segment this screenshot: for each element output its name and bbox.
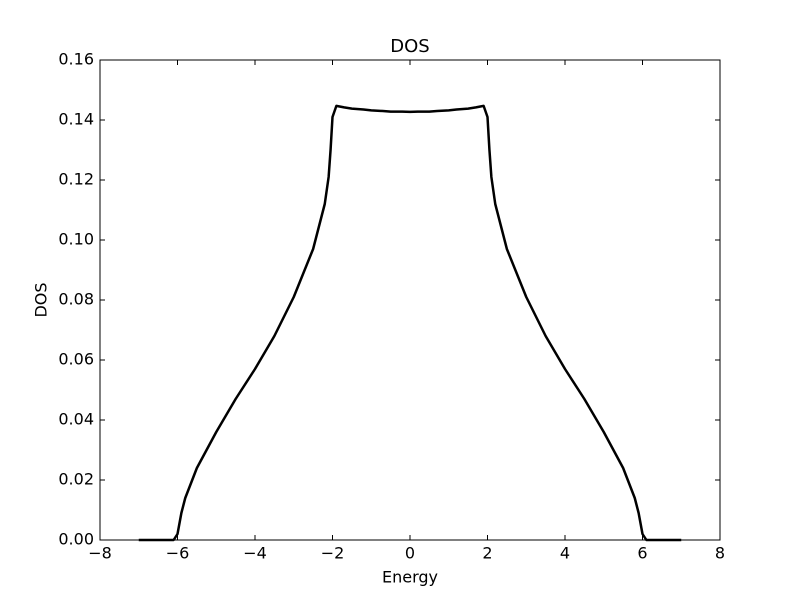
y-tick-label: 0.06	[58, 350, 94, 369]
x-tick-label: −2	[321, 544, 345, 563]
x-axis-label: Energy	[382, 568, 438, 587]
y-tick-label: 0.12	[58, 170, 94, 189]
x-tick-label: 6	[637, 544, 647, 563]
plot-frame	[99, 59, 721, 541]
y-tick-label: 0.08	[58, 290, 94, 309]
y-tick-label: 0.16	[58, 50, 94, 69]
y-tick-label: 0.10	[58, 230, 94, 249]
x-tick-label: 0	[405, 544, 415, 563]
data-line	[138, 104, 682, 542]
x-tick-label: 2	[482, 544, 492, 563]
chart-title: DOS	[390, 36, 429, 57]
y-tick-label: 0.02	[58, 470, 94, 489]
x-tick-label: −4	[243, 544, 267, 563]
y-tick-label: 0.14	[58, 110, 94, 129]
x-tick-label: 8	[715, 544, 725, 563]
y-axis-label: DOS	[32, 282, 51, 317]
y-tick-label: 0.04	[58, 410, 94, 429]
x-tick-label: −6	[166, 544, 190, 563]
y-tick-label: 0.00	[58, 530, 94, 549]
x-tick-label: 4	[560, 544, 570, 563]
x-tick-label: −8	[88, 544, 112, 563]
